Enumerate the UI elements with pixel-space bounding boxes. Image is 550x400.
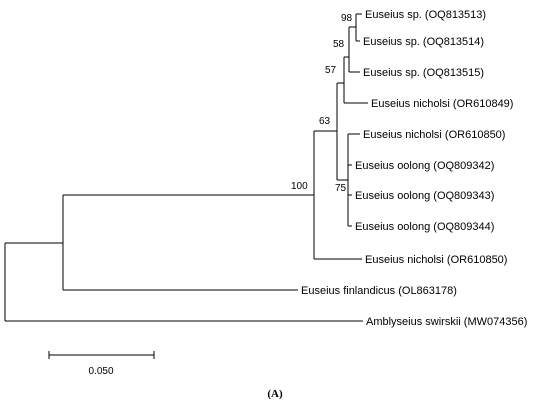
taxon-label: Euseius sp. (OQ813514) xyxy=(363,36,484,48)
bootstrap-value: 100 xyxy=(291,181,308,192)
taxon-labels: Euseius sp. (OQ813513) Euseius sp. (OQ81… xyxy=(301,9,527,328)
bootstrap-value: 58 xyxy=(333,39,345,50)
taxon-label: Euseius oolong (OQ809344) xyxy=(355,221,494,233)
taxon-label: Euseius oolong (OQ809343) xyxy=(355,190,494,202)
taxon-label: Euseius nicholsi (OR610849) xyxy=(371,98,513,110)
taxon-label: Euseius oolong (OQ809342) xyxy=(355,160,494,172)
scale-bar: 0.050 xyxy=(48,351,155,377)
scale-bar-label: 0.050 xyxy=(88,366,113,377)
taxon-label: Euseius nicholsi (OR610850) xyxy=(363,129,505,141)
bootstrap-value: 57 xyxy=(325,65,337,76)
taxon-label: Euseius sp. (OQ813513) xyxy=(365,9,486,21)
taxon-label: Euseius sp. (OQ813515) xyxy=(363,67,484,79)
taxon-label: Euseius finlandicus (OL863178) xyxy=(301,285,457,297)
support-values: 98 58 57 63 100 75 xyxy=(291,13,353,194)
bootstrap-value: 63 xyxy=(319,116,331,127)
tree-branches xyxy=(4,13,368,322)
taxon-label: Euseius nicholsi (OR610850) xyxy=(365,254,507,266)
taxon-label: Amblyseius swirskii (MW074356) xyxy=(366,316,527,328)
panel-label: (A) xyxy=(267,388,283,400)
bootstrap-value: 75 xyxy=(335,183,347,194)
bootstrap-value: 98 xyxy=(341,13,353,24)
